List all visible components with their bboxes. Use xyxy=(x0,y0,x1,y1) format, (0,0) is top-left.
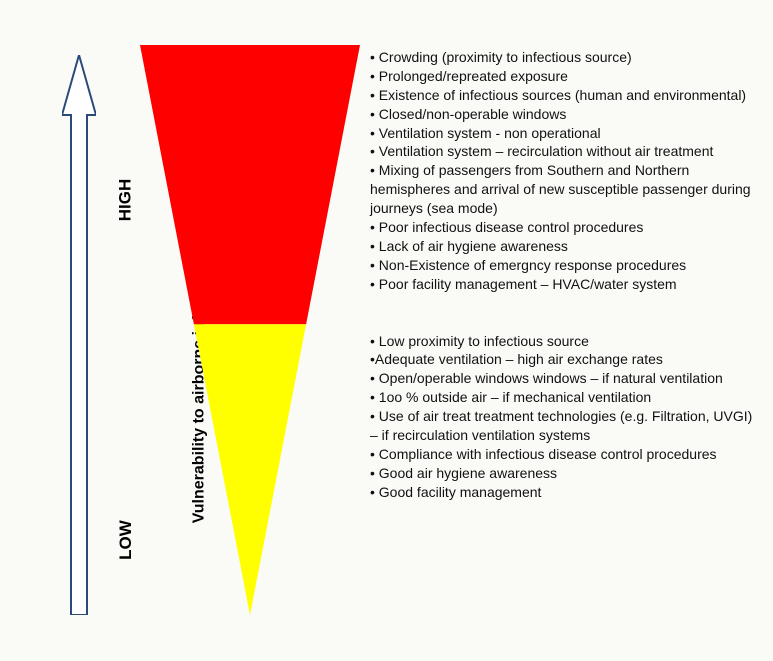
low-factor-item: • Good air hygiene awareness xyxy=(370,464,760,483)
high-factor-item: • Ventilation system - non operational xyxy=(370,124,760,143)
high-factor-item: • Mixing of passengers from Southern and… xyxy=(370,161,760,218)
low-factor-item: • Open/operable windows windows – if nat… xyxy=(370,369,760,388)
low-factor-item: • 1oo % outside air – if mechanical vent… xyxy=(370,388,760,407)
factors-column: • Crowding (proximity to infectious sour… xyxy=(370,48,760,502)
triangle-bottom-low xyxy=(194,324,306,615)
high-factor-item: • Poor infectious disease control proced… xyxy=(370,218,760,237)
vulnerability-triangle xyxy=(140,45,360,615)
low-factor-item: • Good facility management xyxy=(370,483,760,502)
high-label: HIGH xyxy=(115,179,135,222)
low-factors-list: • Low proximity to infectious source•Ade… xyxy=(370,332,760,502)
vulnerability-arrow xyxy=(62,55,96,615)
high-factors-list: • Crowding (proximity to infectious sour… xyxy=(370,48,760,294)
triangle-top-high xyxy=(140,45,360,324)
high-factor-item: • Non-Existence of emergncy response pro… xyxy=(370,256,760,275)
high-factor-item: • Closed/non-operable windows xyxy=(370,105,760,124)
low-factor-item: • Low proximity to infectious source xyxy=(370,332,760,351)
triangle-svg xyxy=(140,45,360,615)
diagram-container: Vulnerability to airborne infection tran… xyxy=(0,0,773,661)
high-factor-item: • Poor facility management – HVAC/water … xyxy=(370,275,760,294)
high-factor-item: • Lack of air hygiene awareness xyxy=(370,237,760,256)
low-factor-item: • Use of air treat treatment technologie… xyxy=(370,407,760,445)
low-factor-item: •Adequate ventilation – high air exchang… xyxy=(370,350,760,369)
low-factor-item: • Compliance with infectious disease con… xyxy=(370,445,760,464)
high-factor-item: • Ventilation system – recirculation wit… xyxy=(370,142,760,161)
list-gap xyxy=(370,294,760,332)
low-label: LOW xyxy=(116,520,136,560)
high-factor-item: • Existence of infectious sources (human… xyxy=(370,86,760,105)
high-factor-item: • Crowding (proximity to infectious sour… xyxy=(370,48,760,67)
arrow-svg xyxy=(62,55,96,615)
high-factor-item: • Prolonged/repreated exposure xyxy=(370,67,760,86)
